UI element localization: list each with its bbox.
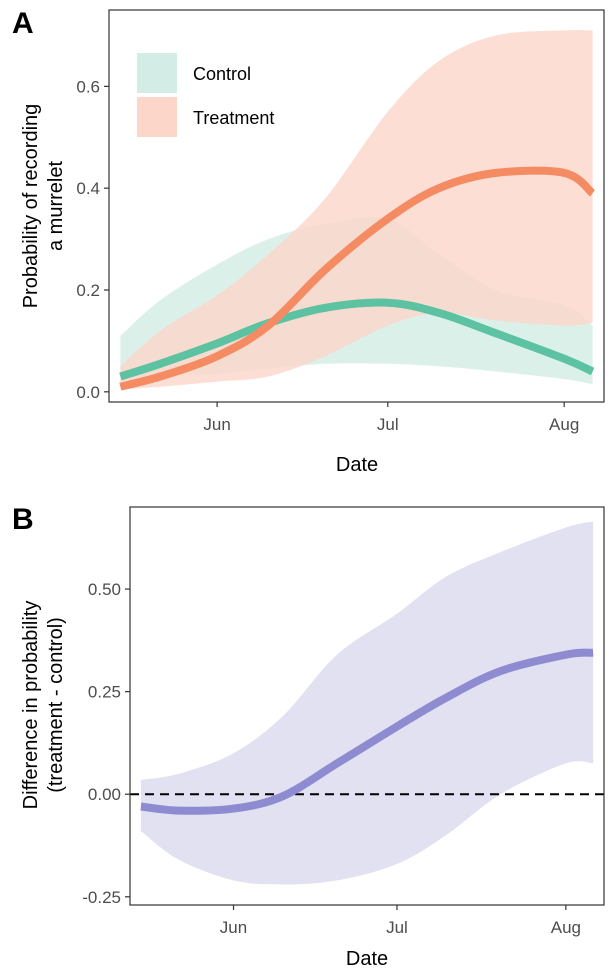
panel-b-y-axis-title-line1: Difference in probability	[20, 601, 42, 810]
y-tick-label: 0.00	[88, 785, 121, 804]
y-tick-label: 0.6	[76, 77, 100, 96]
ribbon-difference	[140, 521, 594, 885]
panel-a-y-axis: 0.0 0.2 0.4 0.6	[76, 77, 109, 402]
x-tick-label: Jul	[377, 415, 399, 434]
series-line-control	[119, 298, 595, 381]
panel-a-plot-border	[108, 9, 605, 403]
series-line-treatment	[119, 166, 596, 391]
panel-b-label: B	[12, 503, 34, 536]
panel-b-ribbons	[140, 521, 594, 885]
panel-b-y-axis: -0.25 0.00 0.25 0.50	[82, 580, 130, 907]
panel-b-plot-border	[129, 506, 605, 906]
panel-b: B -0.25 0.00 0.25 0.50 Jun Jul Aug Date Diffe…	[12, 503, 605, 970]
panel-a-label: A	[12, 7, 34, 40]
y-tick-label: 0.50	[88, 580, 121, 599]
panel-a-y-axis-title-line1: Probability of recording	[20, 104, 42, 309]
legend-label-control: Control	[193, 64, 251, 84]
panel-b-x-axis-title: Date	[346, 948, 388, 970]
panel-b-lines	[140, 648, 594, 815]
panel-a-ribbons	[120, 30, 593, 390]
y-tick-label: 0.25	[88, 683, 121, 702]
panel-a: A 0.0 0.2 0.4 0.6 Jun Jul Aug Date Probabilit…	[12, 7, 605, 476]
panel-b-x-axis: Jun Jul Aug	[220, 905, 581, 937]
legend-key-treatment	[137, 97, 177, 137]
x-tick-label: Jul	[386, 918, 408, 937]
x-tick-label: Aug	[549, 415, 579, 434]
x-tick-label: Jun	[220, 918, 247, 937]
x-tick-label: Jun	[203, 415, 230, 434]
series-line-difference	[140, 648, 594, 815]
legend-key-control	[137, 53, 177, 93]
panel-a-lines	[119, 166, 596, 391]
panel-b-y-axis-title-line2: (treatment - control)	[45, 617, 67, 793]
legend-label-treatment: Treatment	[193, 108, 274, 128]
y-tick-label: 0.0	[76, 383, 100, 402]
panel-a-y-axis-title-line2: a murrelet	[45, 161, 67, 251]
y-tick-label: -0.25	[82, 888, 121, 907]
y-tick-label: 0.4	[76, 179, 100, 198]
x-tick-label: Aug	[551, 918, 581, 937]
panel-a-x-axis: Jun Jul Aug	[203, 402, 579, 434]
panel-a-legend: Control Treatment	[137, 53, 274, 137]
ribbon-treatment	[120, 30, 593, 390]
y-tick-label: 0.2	[76, 281, 100, 300]
panel-a-x-axis-title: Date	[336, 454, 378, 476]
